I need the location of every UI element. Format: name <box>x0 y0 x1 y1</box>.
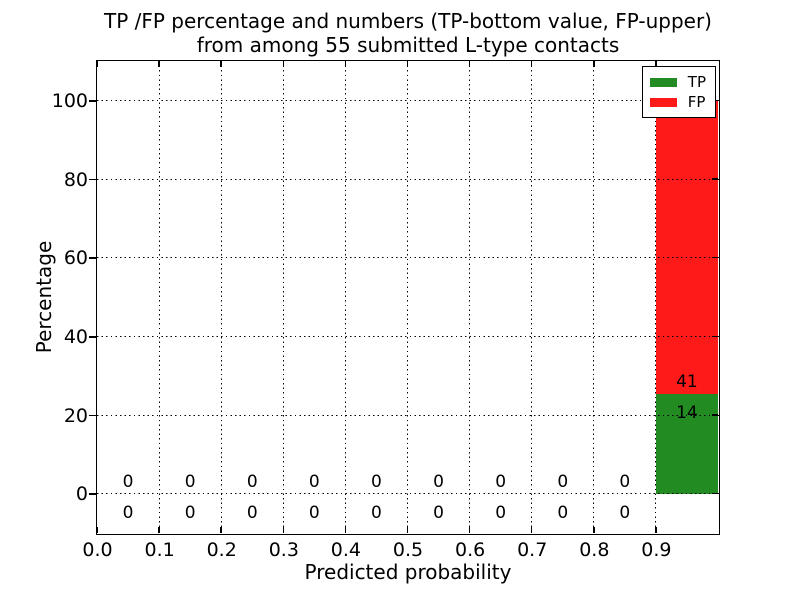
fp-count-label: 0 <box>122 471 134 492</box>
x-tick-mark <box>220 527 222 533</box>
fp-count-label: 0 <box>495 471 507 492</box>
tp-count-label: 0 <box>308 503 320 524</box>
x-tick-label: 0.5 <box>392 539 424 561</box>
tp-count-label: 0 <box>371 503 382 524</box>
legend: TP FP <box>641 66 716 118</box>
y-axis-label: Percentage <box>32 240 56 354</box>
tp-count-label: 0 <box>557 503 569 524</box>
x-tick-mark <box>220 61 222 67</box>
bar-segment-seam <box>655 393 718 395</box>
x-tick-label: 0.8 <box>579 539 610 561</box>
x-tick-mark <box>282 527 285 533</box>
y-tick-mark <box>712 178 718 180</box>
legend-label: TP <box>687 72 706 91</box>
gridline-y <box>97 414 719 416</box>
y-tick-mark <box>89 493 96 495</box>
fp-count-label: 0 <box>184 471 196 492</box>
x-tick-mark <box>282 61 285 67</box>
gridline-x <box>407 61 408 534</box>
x-tick-mark <box>655 527 657 533</box>
gridline-x <box>282 61 284 534</box>
y-tick-label: 100 <box>51 89 88 112</box>
y-tick-label: 80 <box>63 168 88 191</box>
legend-swatch-tp <box>649 77 677 87</box>
tp-count-label: 0 <box>619 503 631 524</box>
y-tick-mark <box>712 335 718 338</box>
y-tick-mark <box>89 336 96 338</box>
x-tick-label: 0.6 <box>454 539 486 561</box>
tp-count-label: 14 <box>676 403 698 424</box>
tp-count-label: 0 <box>184 503 196 524</box>
gridline-y <box>97 335 719 337</box>
chart-title: TP /FP percentage and numbers (TP-bottom… <box>88 9 728 57</box>
x-tick-mark <box>655 61 657 67</box>
x-tick-mark <box>530 527 533 533</box>
x-tick-label: 0.3 <box>268 539 299 561</box>
fp-count-label: 0 <box>433 471 444 492</box>
x-tick-mark <box>96 61 98 67</box>
y-tick-mark <box>712 414 718 416</box>
legend-item-fp: FP <box>649 92 706 112</box>
tp-count-label: 0 <box>246 503 258 524</box>
y-tick-mark <box>89 178 96 181</box>
x-tick-label: 0.4 <box>330 539 361 561</box>
x-tick-mark <box>530 61 533 67</box>
fp-count-label: 0 <box>308 471 320 492</box>
legend-label: FP <box>687 92 706 111</box>
gridline-x <box>220 61 222 534</box>
tp-count-label: 0 <box>495 503 507 524</box>
legend-swatch-fp <box>649 97 677 107</box>
plot-area: 0 0 0 0 0 0 0 0 0 0 0 0 0 0 0 0 0 0 41 14 TP FP <box>96 60 720 535</box>
y-tick-label: 40 <box>63 325 88 348</box>
x-tick-label: 0.2 <box>206 539 237 561</box>
gridline-x <box>655 61 657 534</box>
fp-count-label: 0 <box>371 471 382 492</box>
gridline-x <box>158 61 160 534</box>
fp-count-label: 0 <box>557 471 569 492</box>
y-tick-mark <box>89 257 96 259</box>
x-tick-mark <box>96 527 98 533</box>
legend-item-tp: TP <box>649 72 706 92</box>
x-tick-mark <box>344 527 347 533</box>
x-tick-mark <box>158 527 160 533</box>
chart-title-line2: from among 55 submitted L-type contacts <box>196 33 620 57</box>
x-tick-label: 0.9 <box>641 539 672 561</box>
tp-count-label: 0 <box>433 503 444 524</box>
x-tick-mark <box>158 61 160 67</box>
x-tick-mark <box>406 61 409 67</box>
fp-count-label: 0 <box>619 471 631 492</box>
y-tick-mark <box>712 492 718 495</box>
gridline-y <box>97 257 719 259</box>
gridline-y <box>97 178 719 180</box>
x-tick-mark <box>593 61 595 67</box>
gridline-y <box>97 493 719 495</box>
x-tick-mark <box>593 527 595 533</box>
x-tick-mark <box>468 527 471 533</box>
x-axis-label: Predicted probability <box>304 560 512 584</box>
gridline-x <box>344 61 346 534</box>
gridline-y <box>97 99 719 101</box>
tp-count-label: 0 <box>122 503 134 524</box>
gridline-x <box>593 61 595 534</box>
x-tick-mark <box>406 527 409 533</box>
fp-count-label: 0 <box>246 471 258 492</box>
fp-bar <box>655 100 718 394</box>
x-tick-mark <box>468 61 471 67</box>
x-tick-label: 0.0 <box>82 539 113 561</box>
chart-title-line1: TP /FP percentage and numbers (TP-bottom… <box>104 9 712 33</box>
y-tick-label: 20 <box>63 404 88 427</box>
x-tick-label: 0.7 <box>517 539 548 561</box>
y-tick-mark <box>712 256 718 259</box>
x-tick-mark <box>344 61 347 67</box>
y-tick-mark <box>89 100 96 102</box>
fp-count-label: 41 <box>676 371 698 392</box>
y-tick-label: 0 <box>75 483 88 506</box>
x-tick-label: 0.1 <box>144 539 175 561</box>
gridline-x <box>531 61 533 534</box>
tp-bar <box>655 393 718 494</box>
gridline-x <box>469 61 471 534</box>
y-tick-mark <box>89 414 96 417</box>
y-tick-label: 60 <box>63 247 88 270</box>
